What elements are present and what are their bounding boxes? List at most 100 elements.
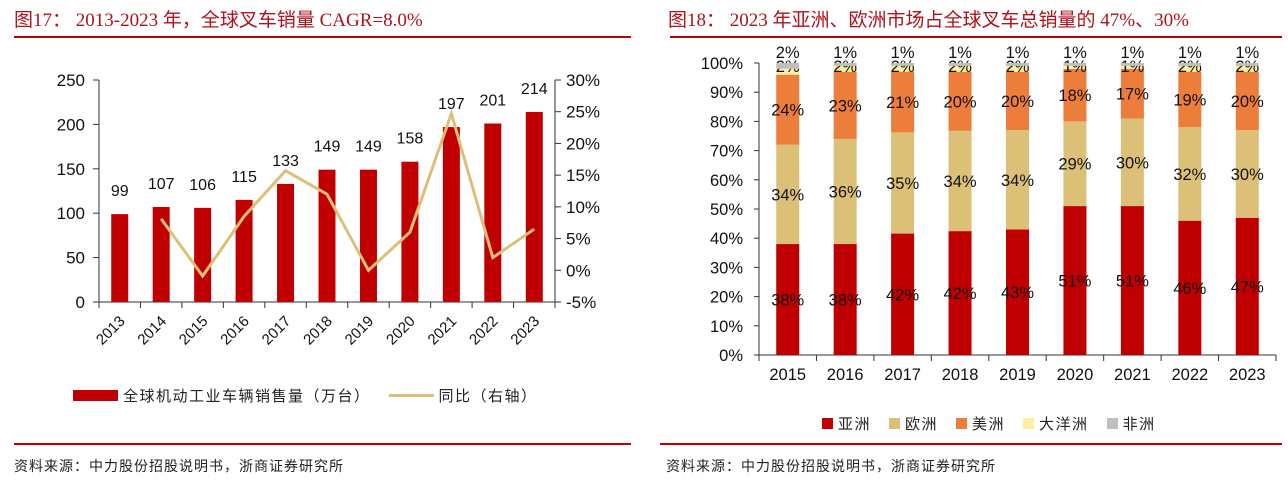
stack-segment-0 bbox=[776, 244, 800, 355]
right-y-tick-label: 30% bbox=[566, 71, 600, 90]
left-y-tick-label: 150 bbox=[57, 160, 85, 179]
sales-data-label: 107 bbox=[148, 176, 175, 193]
x-tick-label: 2022 bbox=[466, 313, 502, 349]
x-tick-label: 2018 bbox=[942, 366, 979, 384]
segment-data-label: 2% bbox=[1235, 58, 1259, 76]
stack-segment-4 bbox=[833, 63, 857, 66]
y-tick-label: 70% bbox=[710, 143, 743, 161]
sales-data-label: 99 bbox=[111, 183, 129, 200]
stack-segment-2 bbox=[948, 71, 972, 131]
legend-item-0: 亚洲 bbox=[822, 413, 871, 434]
stack-segment-3 bbox=[1006, 65, 1029, 72]
stack-segment-4 bbox=[1120, 63, 1144, 66]
sales-data-label: 197 bbox=[438, 96, 465, 113]
stack-segment-2 bbox=[891, 71, 915, 133]
right-stacked-bar-chart: 0% 10% 20% 30% 40% 50% 60% 70% 80% 90% 100% 38% 34% 2… bbox=[701, 44, 1277, 384]
legend-label: 美洲 bbox=[972, 415, 1006, 433]
x-tick-label: 2016 bbox=[217, 313, 253, 349]
stack-segment-1 bbox=[1235, 130, 1259, 218]
stack-segment-3 bbox=[948, 65, 972, 72]
segment-data-label: 19% bbox=[1173, 92, 1206, 110]
stack-segment-1 bbox=[1178, 127, 1202, 221]
legend-label-sales: 全球机动工业车辆销售量（万台） bbox=[123, 387, 371, 405]
right-figure-panel: 图18： 2023 年亚洲、欧洲市场占全球叉车总销量的 47%、30% 0% 10… bbox=[660, 0, 1288, 481]
x-tick-label: 2013 bbox=[93, 313, 129, 349]
right-source-rule bbox=[660, 443, 1282, 445]
segment-data-label: 30% bbox=[1231, 166, 1264, 184]
y-tick-label: 80% bbox=[710, 113, 743, 131]
sales-data-label: 158 bbox=[397, 131, 424, 148]
segment-data-label: 32% bbox=[1173, 166, 1206, 184]
stack-segment-1 bbox=[1006, 130, 1029, 230]
right-y-tick-label: 25% bbox=[566, 103, 600, 122]
left-y-tick-label: 0 bbox=[76, 293, 85, 312]
x-tick-label: 2014 bbox=[134, 313, 170, 349]
segment-data-label: 1% bbox=[1063, 44, 1087, 62]
segment-data-label: 21% bbox=[886, 94, 919, 112]
sales-data-label: 201 bbox=[479, 93, 506, 110]
segment-data-label: 2% bbox=[948, 58, 972, 76]
right-figure-title: 图18： 2023 年亚洲、欧洲市场占全球叉车总销量的 47%、30% bbox=[668, 10, 1189, 31]
sales-bar bbox=[442, 127, 460, 303]
stack-segment-0 bbox=[1006, 229, 1029, 355]
stack-segment-3 bbox=[1063, 65, 1087, 69]
stack-segment-1 bbox=[776, 144, 800, 245]
sales-bar bbox=[525, 111, 543, 302]
segment-data-label: 35% bbox=[886, 175, 919, 193]
legend-swatch bbox=[822, 418, 833, 429]
legend-item-yoy: 同比（右轴） bbox=[388, 385, 538, 406]
stack-segment-4 bbox=[1063, 63, 1087, 66]
stack-segment-0 bbox=[1178, 220, 1202, 355]
segment-data-label: 34% bbox=[944, 173, 977, 191]
stack-segment-4 bbox=[1235, 63, 1259, 66]
stack-segment-0 bbox=[891, 233, 915, 355]
right-y-tick-label: 0% bbox=[566, 261, 591, 280]
segment-data-label: 47% bbox=[1231, 278, 1264, 296]
stack-segment-0 bbox=[1235, 217, 1259, 355]
stack-segment-4 bbox=[948, 63, 972, 66]
legend-label-yoy: 同比（右轴） bbox=[438, 387, 538, 405]
legend-swatch bbox=[1106, 418, 1118, 429]
y-tick-label: 20% bbox=[710, 289, 743, 307]
right-y-tick-label: 10% bbox=[566, 198, 600, 217]
x-tick-label: 2021 bbox=[425, 313, 461, 349]
left-figure-panel: 图17： 2013-2023 年，全球叉车销量 CAGR=8.0% 0 50 100… bbox=[0, 0, 640, 481]
legend-swatch-sales bbox=[73, 390, 118, 401]
stack-segment-1 bbox=[1063, 121, 1087, 207]
segment-data-label: 2% bbox=[776, 44, 800, 62]
stack-segment-2 bbox=[776, 74, 800, 145]
right-source-note: 资料来源：中力股份招股说明书，浙商证券研究所 bbox=[666, 459, 996, 475]
left-source-note: 资料来源：中力股份招股说明书，浙商证券研究所 bbox=[14, 459, 344, 475]
x-tick-label: 2020 bbox=[1057, 366, 1094, 384]
segment-data-label: 1% bbox=[1063, 58, 1087, 76]
stack-segment-2 bbox=[1178, 71, 1202, 128]
segment-data-label: 1% bbox=[1006, 44, 1030, 62]
sales-bar bbox=[277, 183, 295, 302]
stack-segment-4 bbox=[1006, 63, 1029, 66]
stack-segment-0 bbox=[1063, 206, 1087, 355]
x-tick-label: 2019 bbox=[342, 313, 378, 349]
stack-segment-3 bbox=[891, 65, 915, 72]
sales-data-label: 106 bbox=[189, 177, 216, 194]
segment-data-label: 2% bbox=[891, 58, 915, 76]
stack-segment-2 bbox=[1120, 68, 1144, 119]
legend-label: 欧洲 bbox=[905, 415, 939, 433]
segment-data-label: 24% bbox=[771, 102, 804, 120]
segment-data-label: 23% bbox=[829, 97, 862, 115]
right-legend: 亚洲 欧洲 美洲 大洋洲 非洲 bbox=[822, 413, 1174, 434]
y-tick-label: 0% bbox=[719, 347, 743, 365]
stack-segment-2 bbox=[1235, 71, 1259, 131]
stack-segment-3 bbox=[833, 65, 857, 72]
right-title-rule bbox=[670, 36, 1282, 38]
segment-data-label: 42% bbox=[886, 286, 919, 304]
sales-data-label: 149 bbox=[314, 139, 341, 156]
left-source-rule bbox=[14, 443, 631, 445]
segment-data-label: 20% bbox=[1001, 93, 1034, 111]
stack-segment-1 bbox=[1120, 118, 1144, 207]
segment-data-label: 1% bbox=[891, 44, 915, 62]
stack-segment-1 bbox=[891, 132, 915, 234]
segment-data-label: 29% bbox=[1058, 156, 1091, 174]
y-tick-label: 100% bbox=[701, 55, 744, 73]
x-tick-label: 2015 bbox=[176, 313, 212, 349]
segment-data-label: 42% bbox=[944, 285, 977, 303]
